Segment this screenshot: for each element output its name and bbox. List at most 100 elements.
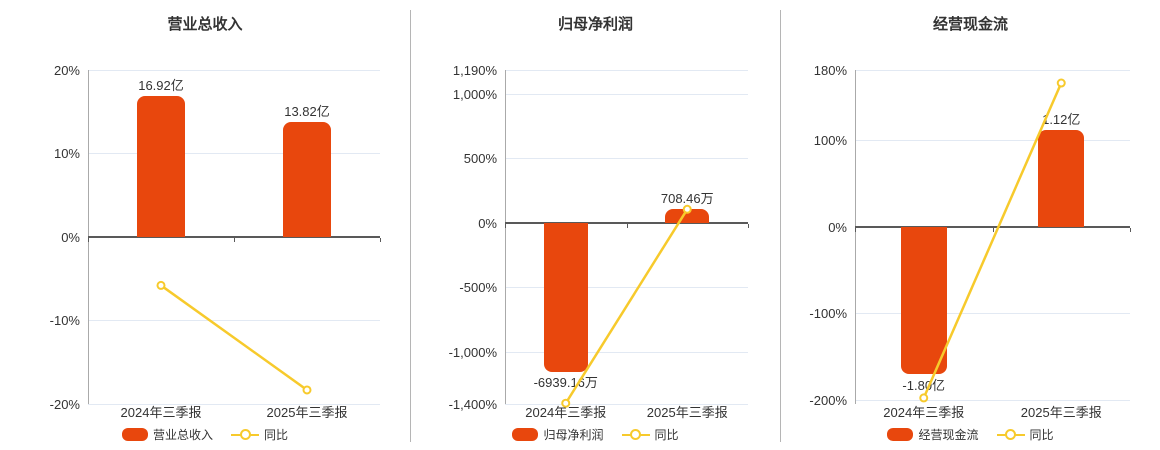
panel-divider [410,10,411,442]
y-axis-line [505,70,506,404]
bar-swatch-icon [887,428,914,441]
legend-bar-label: 经营现金流 [918,428,979,442]
yoy-line-point-1[interactable] [1056,78,1066,88]
legend-line-label: 同比 [1029,428,1054,442]
legend-item-bar[interactable]: 营业总收入 [121,426,213,443]
legend-item-line[interactable]: 同比 [621,426,679,443]
yoy-line-point-0[interactable] [156,280,166,290]
x-category-label: 2024年三季报 [525,405,607,420]
y-tick-label: -20% [49,396,80,412]
x-category-label: 2025年三季报 [266,405,348,420]
y-gridline [855,139,1130,141]
x-axis-tick [505,224,506,229]
y-gridline [855,313,1130,315]
yoy-trend-line [561,204,692,408]
bar-2025年三季报[interactable] [283,121,331,237]
bar-value-label: 16.92亿 [138,77,184,93]
bar-2024年三季报[interactable] [137,95,185,237]
yoy-line-point-0[interactable] [561,398,571,408]
x-category-label: 2025年三季报 [1020,405,1102,420]
bar-value-label: 13.82亿 [284,103,330,119]
legend-item-line[interactable]: 同比 [231,426,288,443]
y-tick-label: 1,190% [452,62,497,78]
x-category-label: 2024年三季报 [120,405,202,420]
y-gridline [505,287,748,289]
y-tick-label: 180% [813,63,847,79]
y-tick-label: 0% [61,229,80,245]
yoy-line-point-1[interactable] [682,204,692,214]
x-axis-zero-line [855,226,1130,229]
x-axis-tick [380,238,381,242]
y-axis-line [855,70,856,404]
y-gridline [505,351,748,353]
yoy-line-path [160,284,308,391]
y-tick-label: -10% [49,313,80,328]
y-tick-label: 100% [813,132,847,148]
chart-title: 营业总收入 [167,16,243,33]
y-tick-label: 1,000% [452,87,497,102]
bar-swatch-icon [512,428,539,441]
y-tick-label: 0% [828,219,847,235]
legend-item-bar[interactable]: 经营现金流 [887,426,979,443]
y-tick-label: 10% [53,146,80,161]
x-axis-zero-line [88,236,380,238]
y-gridline [88,69,380,71]
legend: 经营现金流 同比 [887,426,1054,443]
x-axis-tick [1130,228,1131,233]
x-category-label: 2025年三季报 [646,405,728,420]
bar-2024年三季报[interactable] [900,227,947,375]
x-category-label: 2024年三季报 [883,405,965,420]
y-gridline [505,69,748,71]
legend-bar-label: 归母净利润 [543,428,604,442]
y-gridline [505,158,748,160]
y-gridline [88,153,380,154]
bar-2024年三季报[interactable] [543,223,588,372]
yoy-line-icon [231,429,259,441]
chart-panel-revenue: 营业总收入 营业总收入 同比 [0,0,410,450]
legend-item-line[interactable]: 同比 [996,426,1054,443]
chart-title: 归母净利润 [557,16,633,33]
legend-bar-label: 营业总收入 [152,428,213,442]
chart-panel-net-profit: 归母净利润 归母净利润 同比 [410,0,781,450]
yoy-line-icon [621,429,650,441]
yoy-line-path [922,82,1063,399]
yoy-trend-line [919,78,1066,403]
y-gridline [855,400,1130,402]
legend-line-label: 同比 [654,428,679,442]
legend: 营业总收入 同比 [121,426,288,443]
y-gridline [88,320,380,321]
y-tick-label: 0% [478,215,497,231]
yoy-trend-line [156,280,312,395]
legend-item-bar[interactable]: 归母净利润 [512,426,604,443]
y-gridline [855,70,1130,72]
bar-2025年三季报[interactable] [1038,129,1085,228]
x-axis-zero-line [505,222,748,225]
panel-divider [780,10,781,442]
bar-swatch-icon [121,428,148,441]
x-axis-tick [992,228,994,233]
yoy-line-path [564,208,689,404]
y-gridline [505,403,748,405]
yoy-line-point-0[interactable] [919,393,929,403]
x-axis-tick [88,238,89,242]
y-tick-label: -1,400% [448,396,497,412]
bar-value-label: -1.80亿 [902,377,946,393]
y-tick-label: 500% [463,151,497,167]
x-axis-tick [626,224,628,229]
x-axis-tick [234,238,235,242]
x-axis-tick [748,224,749,229]
y-tick-label: 20% [53,62,80,78]
yoy-line-icon [996,429,1025,441]
chart-title: 经营现金流 [932,16,1008,33]
y-tick-label: -1,000% [448,344,497,360]
bar-value-label: 708.46万 [660,190,714,206]
yoy-line-point-1[interactable] [302,385,312,395]
bar-value-label: 1.12亿 [1042,111,1081,127]
x-axis-tick [855,228,856,233]
y-tick-label: -200% [809,393,847,409]
y-gridline [505,94,748,95]
y-tick-label: -100% [809,306,847,322]
bar-2025年三季报[interactable] [665,208,710,224]
